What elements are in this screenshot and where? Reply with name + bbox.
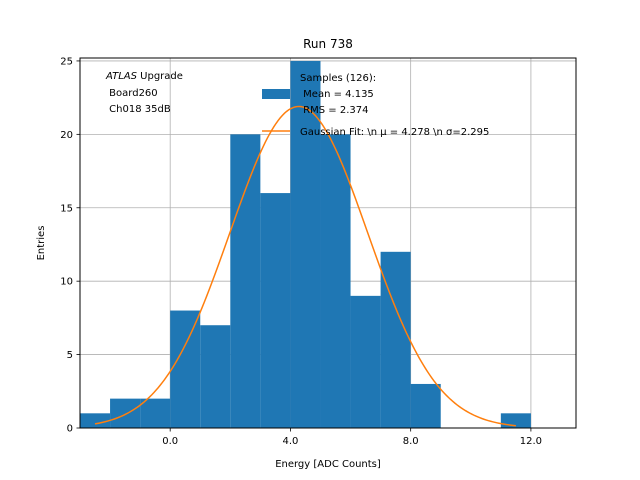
histogram-bar: [230, 134, 261, 428]
y-tick-label: 25: [60, 56, 73, 67]
channel-label: Ch018 35dB: [106, 104, 171, 115]
histogram-bar: [170, 310, 201, 428]
x-tick-label: 8.0: [403, 436, 419, 447]
histogram-bar: [290, 60, 321, 428]
board-label: Board260: [106, 88, 158, 99]
legend-hist-swatch: [262, 89, 290, 99]
axes-frame: [79, 57, 577, 429]
legend-rms: RMS = 2.374: [300, 105, 368, 116]
histogram-bar: [110, 398, 141, 428]
x-tick-label: 0.0: [162, 436, 178, 447]
atlas-word: ATLAS: [105, 71, 138, 82]
y-tick-label: 0: [67, 424, 73, 435]
histogram-bar: [380, 251, 411, 428]
histogram-bar: [350, 295, 381, 428]
legend: Samples (126): Mean = 4.135 RMS = 2.374 …: [262, 73, 489, 138]
y-axis-label: Entries: [36, 226, 47, 261]
gaussian-fit-curve: [94, 105, 516, 427]
y-tick-label: 5: [67, 350, 73, 361]
x-tick-label: 12.0: [520, 436, 542, 447]
histogram-bar: [410, 383, 441, 428]
histogram-bar: [200, 325, 231, 428]
chart-title: Run 738: [303, 37, 353, 51]
axis-ticks: 0.0 4.0 8.0 12.0 0 5 10 15 20 25: [60, 56, 542, 447]
legend-fit-label: Gaussian Fit: \n μ = 4.278 \n σ=2.295: [300, 127, 489, 138]
y-tick-label: 15: [60, 203, 73, 214]
atlas-suffix: Upgrade: [137, 71, 183, 82]
x-tick-label: 4.0: [282, 436, 298, 447]
histogram-bar: [260, 193, 291, 428]
histogram-bar: [320, 134, 351, 428]
histogram-bar: [500, 413, 531, 428]
histogram-bars: [80, 60, 531, 428]
atlas-label: ATLAS Upgrade: [105, 71, 183, 82]
histogram-bar: [80, 413, 111, 428]
y-tick-label: 20: [60, 130, 73, 141]
legend-hist-label: Samples (126):: [300, 73, 376, 84]
histogram-bar: [140, 398, 171, 428]
fit-curve-layer: [94, 105, 516, 427]
legend-mean: Mean = 4.135: [300, 89, 374, 100]
y-tick-label: 10: [60, 277, 73, 288]
x-axis-label: Energy [ADC Counts]: [275, 459, 381, 470]
